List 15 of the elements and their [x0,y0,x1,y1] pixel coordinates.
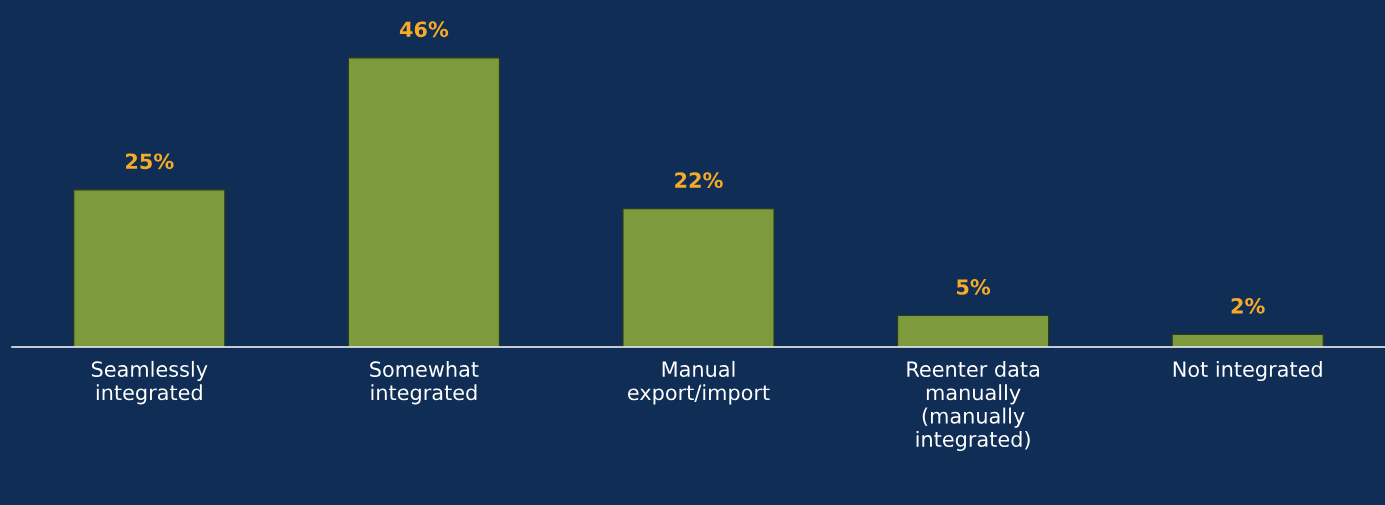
data-label: 22% [675,172,723,188]
bar [347,57,500,347]
data-label: 46% [399,21,449,38]
data-label: 25% [126,153,174,170]
bar [897,315,1050,347]
bar [73,189,226,347]
x-tick-label: Somewhat integrated [370,360,479,405]
x-tick-label: Seamlessly integrated [91,360,208,405]
x-tick-label: Reenter data manually (manually integrated) [907,360,1039,452]
x-tick-label: Manual export/import [628,360,770,405]
bar [1171,333,1324,347]
data-label: 5% [957,279,991,295]
x-tick-label: Not integrated [1173,360,1322,382]
bar [622,208,775,347]
data-label: 2% [1231,297,1265,314]
